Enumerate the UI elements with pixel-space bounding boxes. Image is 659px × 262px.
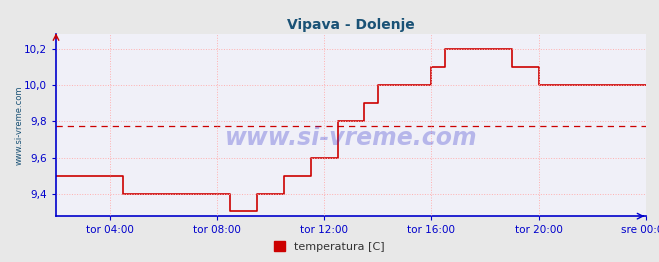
Title: Vipava - Dolenje: Vipava - Dolenje (287, 18, 415, 31)
Text: www.si-vreme.com: www.si-vreme.com (225, 126, 477, 150)
Legend: temperatura [C]: temperatura [C] (270, 237, 389, 256)
Text: www.si-vreme.com: www.si-vreme.com (15, 85, 24, 165)
